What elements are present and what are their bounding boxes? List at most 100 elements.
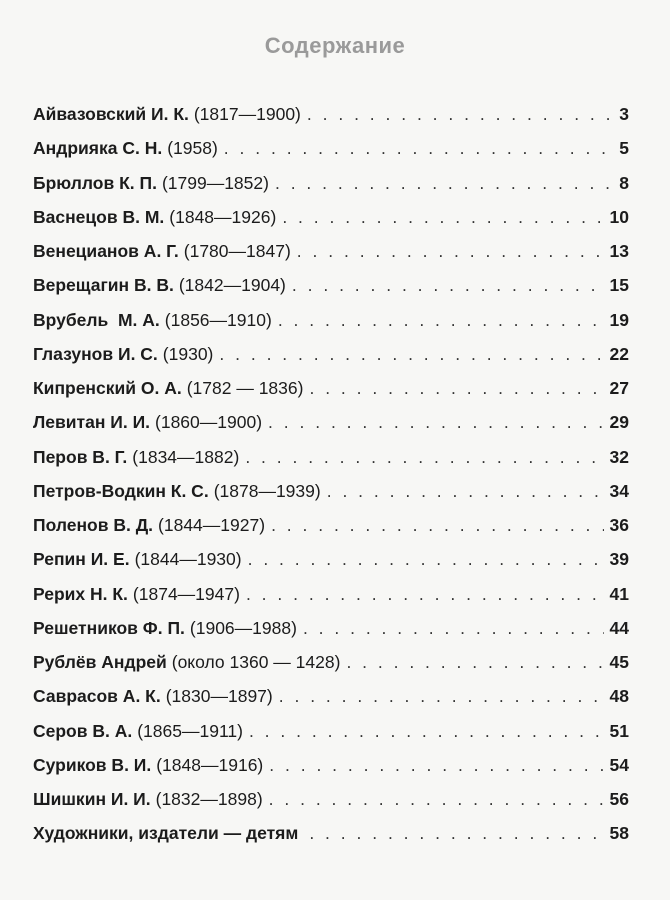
entry-page-number: 29 [609, 412, 629, 433]
toc-entry: Репин И. Е.(1844—1930) 39 [33, 549, 629, 583]
toc-entry: Художники, издатели — детям 58 [33, 823, 629, 857]
entry-name: Венецианов А. Г. [33, 241, 179, 261]
entry-name: Решетников Ф. П. [33, 617, 185, 638]
entry-page-number: 36 [609, 515, 629, 535]
toc-entry: Глазунов И. С.(1930) 22 [33, 344, 629, 378]
page-title: Содержание [264, 33, 406, 58]
entry-name: Верещагин В. В. [33, 275, 174, 296]
entry-name: Шишкин И. И. [33, 789, 151, 809]
entry-years: (1799—1852) [161, 172, 269, 193]
entry-name: Художники, издатели — детям [33, 823, 299, 844]
leader-dots [246, 584, 604, 605]
toc-entry: Верещагин В. В.(1842—1904) 15 [33, 275, 629, 309]
entry-years: (1844—1927) [158, 515, 266, 535]
toc-entry: Поленов В. Д.(1844—1927) 36 [33, 515, 629, 549]
toc-entry: Перов В. Г.(1834—1882) 32 [33, 447, 629, 481]
entry-page-number: 34 [609, 480, 629, 501]
toc-entry: Айвазовский И. К.(1817—1900) 3 [33, 104, 629, 138]
entry-page-number: 19 [609, 309, 629, 330]
toc-entry: Андрияка С. Н.(1958) 5 [33, 138, 629, 172]
entry-page-number: 22 [609, 343, 629, 364]
toc-entry: Шишкин И. И.(1832—1898) 56 [33, 789, 629, 823]
leader-dots [303, 618, 604, 639]
entry-name: Глазунов И. С. [33, 343, 158, 364]
entry-years: (1832—1898) [155, 789, 263, 809]
toc-entry: Саврасов А. К.(1830—1897) 48 [33, 686, 629, 720]
toc-entry: Васнецов В. М.(1848—1926) 10 [33, 207, 629, 241]
leader-dots [269, 755, 603, 776]
toc-entry: Суриков В. И.(1848—1916) 54 [33, 755, 629, 789]
entry-page-number: 41 [609, 583, 629, 604]
leader-dots [219, 344, 603, 365]
leader-dots [248, 549, 604, 570]
entry-years: (1834—1882) [132, 446, 240, 467]
entry-years: (1865—1911) [137, 720, 243, 741]
toc-entry: Врубель М. А.(1856—1910) 19 [33, 310, 629, 344]
leader-dots [292, 275, 604, 296]
entry-page-number: 39 [609, 549, 629, 570]
leader-dots [224, 138, 613, 159]
toc-entry: Брюллов К. П.(1799—1852) 8 [33, 173, 629, 207]
entry-page-number: 13 [609, 241, 629, 261]
entry-years: (1860—1900) [155, 412, 263, 433]
entry-years: (1848—1916) [156, 754, 264, 775]
entry-name: Васнецов В. М. [33, 206, 165, 227]
leader-dots [346, 652, 603, 673]
entry-page-number: 10 [609, 206, 629, 227]
entry-years: (1930) [162, 343, 214, 364]
entry-years: (1844—1930) [134, 549, 242, 570]
entry-years: (1830—1897) [165, 686, 273, 707]
entry-name: Перов В. Г. [33, 446, 128, 467]
entry-page-number: 15 [609, 275, 629, 296]
leader-dots [309, 823, 603, 844]
entry-years: (1906—1988) [189, 617, 297, 638]
leader-dots [279, 686, 604, 707]
entry-name: Рублёв Андрей [33, 652, 167, 672]
entry-years: (1842—1904) [178, 275, 286, 296]
leader-dots [327, 481, 604, 502]
entry-years: (1878—1939) [213, 480, 321, 501]
toc-entry: Рублёв Андрей(около 1360 — 1428) 45 [33, 652, 629, 686]
entry-page-number: 5 [619, 138, 629, 159]
leader-dots [282, 207, 603, 228]
leader-dots [269, 789, 604, 810]
entry-name: Врубель М. А. [33, 309, 160, 330]
toc-entry: Левитан И. И.(1860—1900) 29 [33, 412, 629, 446]
entry-page-number: 27 [609, 378, 629, 398]
leader-dots [245, 447, 603, 468]
entry-years: (1958) [167, 138, 218, 159]
leader-dots [297, 241, 604, 262]
toc-entry: Кипренский О. А.(1782 — 1836) 27 [33, 378, 629, 412]
entry-page-number: 51 [609, 720, 629, 741]
entry-years: (1817—1900) [193, 104, 301, 124]
leader-dots [275, 173, 613, 194]
entry-name: Суриков В. И. [33, 754, 152, 775]
entry-name: Кипренский О. А. [33, 378, 182, 398]
entry-years: (1856—1910) [164, 309, 272, 330]
entry-page-number: 56 [609, 789, 629, 809]
entry-page-number: 54 [609, 754, 629, 775]
entry-years: (1874—1947) [132, 583, 240, 604]
leader-dots [278, 310, 604, 331]
toc-entry: Венецианов А. Г.(1780—1847) 13 [33, 241, 629, 275]
leader-dots [271, 515, 603, 536]
entry-page-number: 3 [619, 104, 629, 124]
entry-years: (1780—1847) [183, 241, 291, 261]
entry-years: (1848—1926) [169, 206, 277, 227]
entry-name: Андрияка С. Н. [33, 138, 163, 159]
entry-page-number: 48 [609, 686, 629, 707]
entry-name: Левитан И. И. [33, 412, 151, 433]
entry-name: Рерих Н. К. [33, 583, 128, 604]
entry-name: Поленов В. Д. [33, 515, 154, 535]
entry-name: Серов В. А. [33, 720, 133, 741]
entry-page-number: 44 [609, 617, 629, 638]
leader-dots [268, 412, 603, 433]
toc-entry: Решетников Ф. П.(1906—1988) 44 [33, 618, 629, 652]
leader-dots [249, 721, 604, 742]
entry-page-number: 32 [609, 446, 629, 467]
entry-name: Саврасов А. К. [33, 686, 161, 707]
entry-name: Брюллов К. П. [33, 172, 157, 193]
entry-name: Петров-Водкин К. С. [33, 480, 209, 501]
entry-name: Айвазовский И. К. [33, 104, 189, 124]
entry-page-number: 58 [609, 823, 629, 844]
